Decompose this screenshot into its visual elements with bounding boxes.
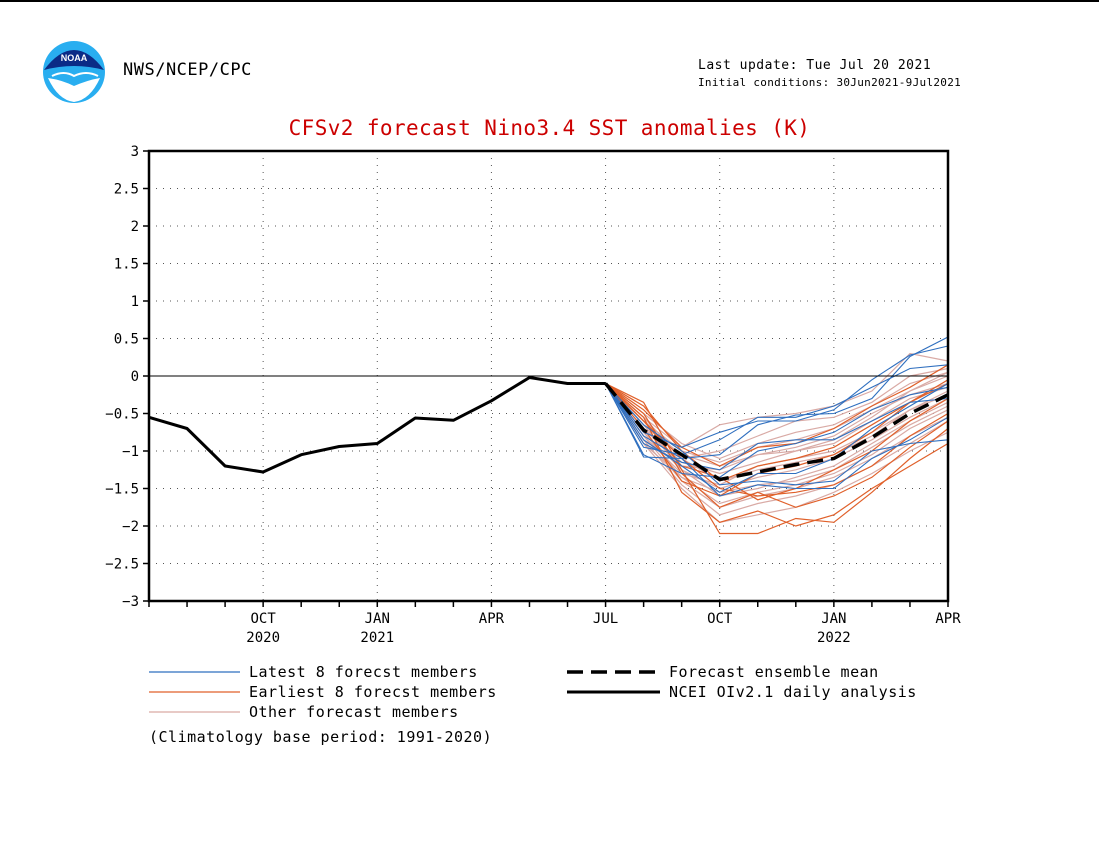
latest-member-line — [605, 383, 949, 497]
x-tick-year-label: 2020 — [246, 630, 280, 646]
x-tick-year-label: 2021 — [360, 630, 394, 646]
legend-label-analysis: NCEI OIv2.1 daily analysis — [669, 683, 917, 701]
y-tick-label: 1 — [131, 294, 139, 310]
axes: 3 2.5 2 1.5 1 0.5 0 −0.5 −1 −1.5 −2 −2.5 −3 OCT 2020 JA… — [105, 144, 961, 646]
latest-member-line — [605, 383, 949, 486]
legend: Latest 8 forecst members Earliest 8 forec… — [149, 663, 917, 746]
chart-title: CFSv2 forecast Nino3.4 SST anomalies (K) — [288, 116, 811, 140]
footnote-climatology: (Climatology base period: 1991-2020) — [149, 728, 492, 746]
latest-member-line — [605, 383, 949, 478]
x-tick-label: JUL — [593, 611, 618, 627]
analysis-series — [148, 376, 606, 474]
y-tick-label: 0 — [131, 369, 139, 385]
agency-label: NWS/NCEP/CPC — [123, 60, 252, 80]
noaa-logo: NOAA — [43, 41, 105, 103]
y-tick-label: −2 — [122, 519, 139, 535]
x-tick-label: OCT — [250, 611, 276, 627]
legend-label-latest: Latest 8 forecst members — [249, 663, 478, 681]
y-tick-label: −1.5 — [105, 482, 139, 498]
other-member-line — [605, 383, 949, 475]
noaa-logo-text: NOAA — [61, 53, 88, 63]
y-tick-label: −1 — [122, 444, 139, 460]
legend-label-other: Other forecast members — [249, 703, 459, 721]
latest-member-line — [605, 383, 949, 471]
y-tick-label: −0.5 — [105, 407, 139, 423]
x-tick-label: JAN — [365, 611, 390, 627]
legend-label-mean: Forecast ensemble mean — [669, 663, 879, 681]
top-border — [0, 0, 1099, 2]
earliest-member-line — [605, 382, 949, 535]
y-tick-label: 1.5 — [114, 257, 139, 273]
x-tick-label: APR — [479, 611, 505, 627]
y-tick-label: −2.5 — [105, 557, 139, 573]
x-tick-label: OCT — [707, 611, 733, 627]
other-member-line — [605, 352, 949, 449]
analysis-line — [148, 376, 606, 474]
y-tick-label: 3 — [131, 144, 139, 160]
y-tick-label: 0.5 — [114, 332, 139, 348]
initial-conditions: Initial conditions: 30Jun2021-9Jul2021 — [698, 76, 962, 89]
y-tick-label: 2.5 — [114, 182, 139, 198]
y-tick-label: −3 — [122, 594, 139, 610]
latest-member-line — [605, 345, 949, 448]
last-update: Last update: Tue Jul 20 2021 — [698, 58, 932, 73]
x-tick-year-label: 2022 — [817, 630, 851, 646]
x-tick-label: APR — [935, 611, 961, 627]
y-tick-label: 2 — [131, 219, 139, 235]
x-tick-label: JAN — [821, 611, 846, 627]
latest-members-series — [605, 336, 949, 497]
legend-label-earliest: Earliest 8 forecst members — [249, 683, 497, 701]
latest-member-line — [605, 364, 949, 456]
ensemble-mean-series — [604, 382, 949, 482]
earliest-member-line — [605, 382, 949, 482]
ensemble-mean-line — [604, 382, 949, 482]
